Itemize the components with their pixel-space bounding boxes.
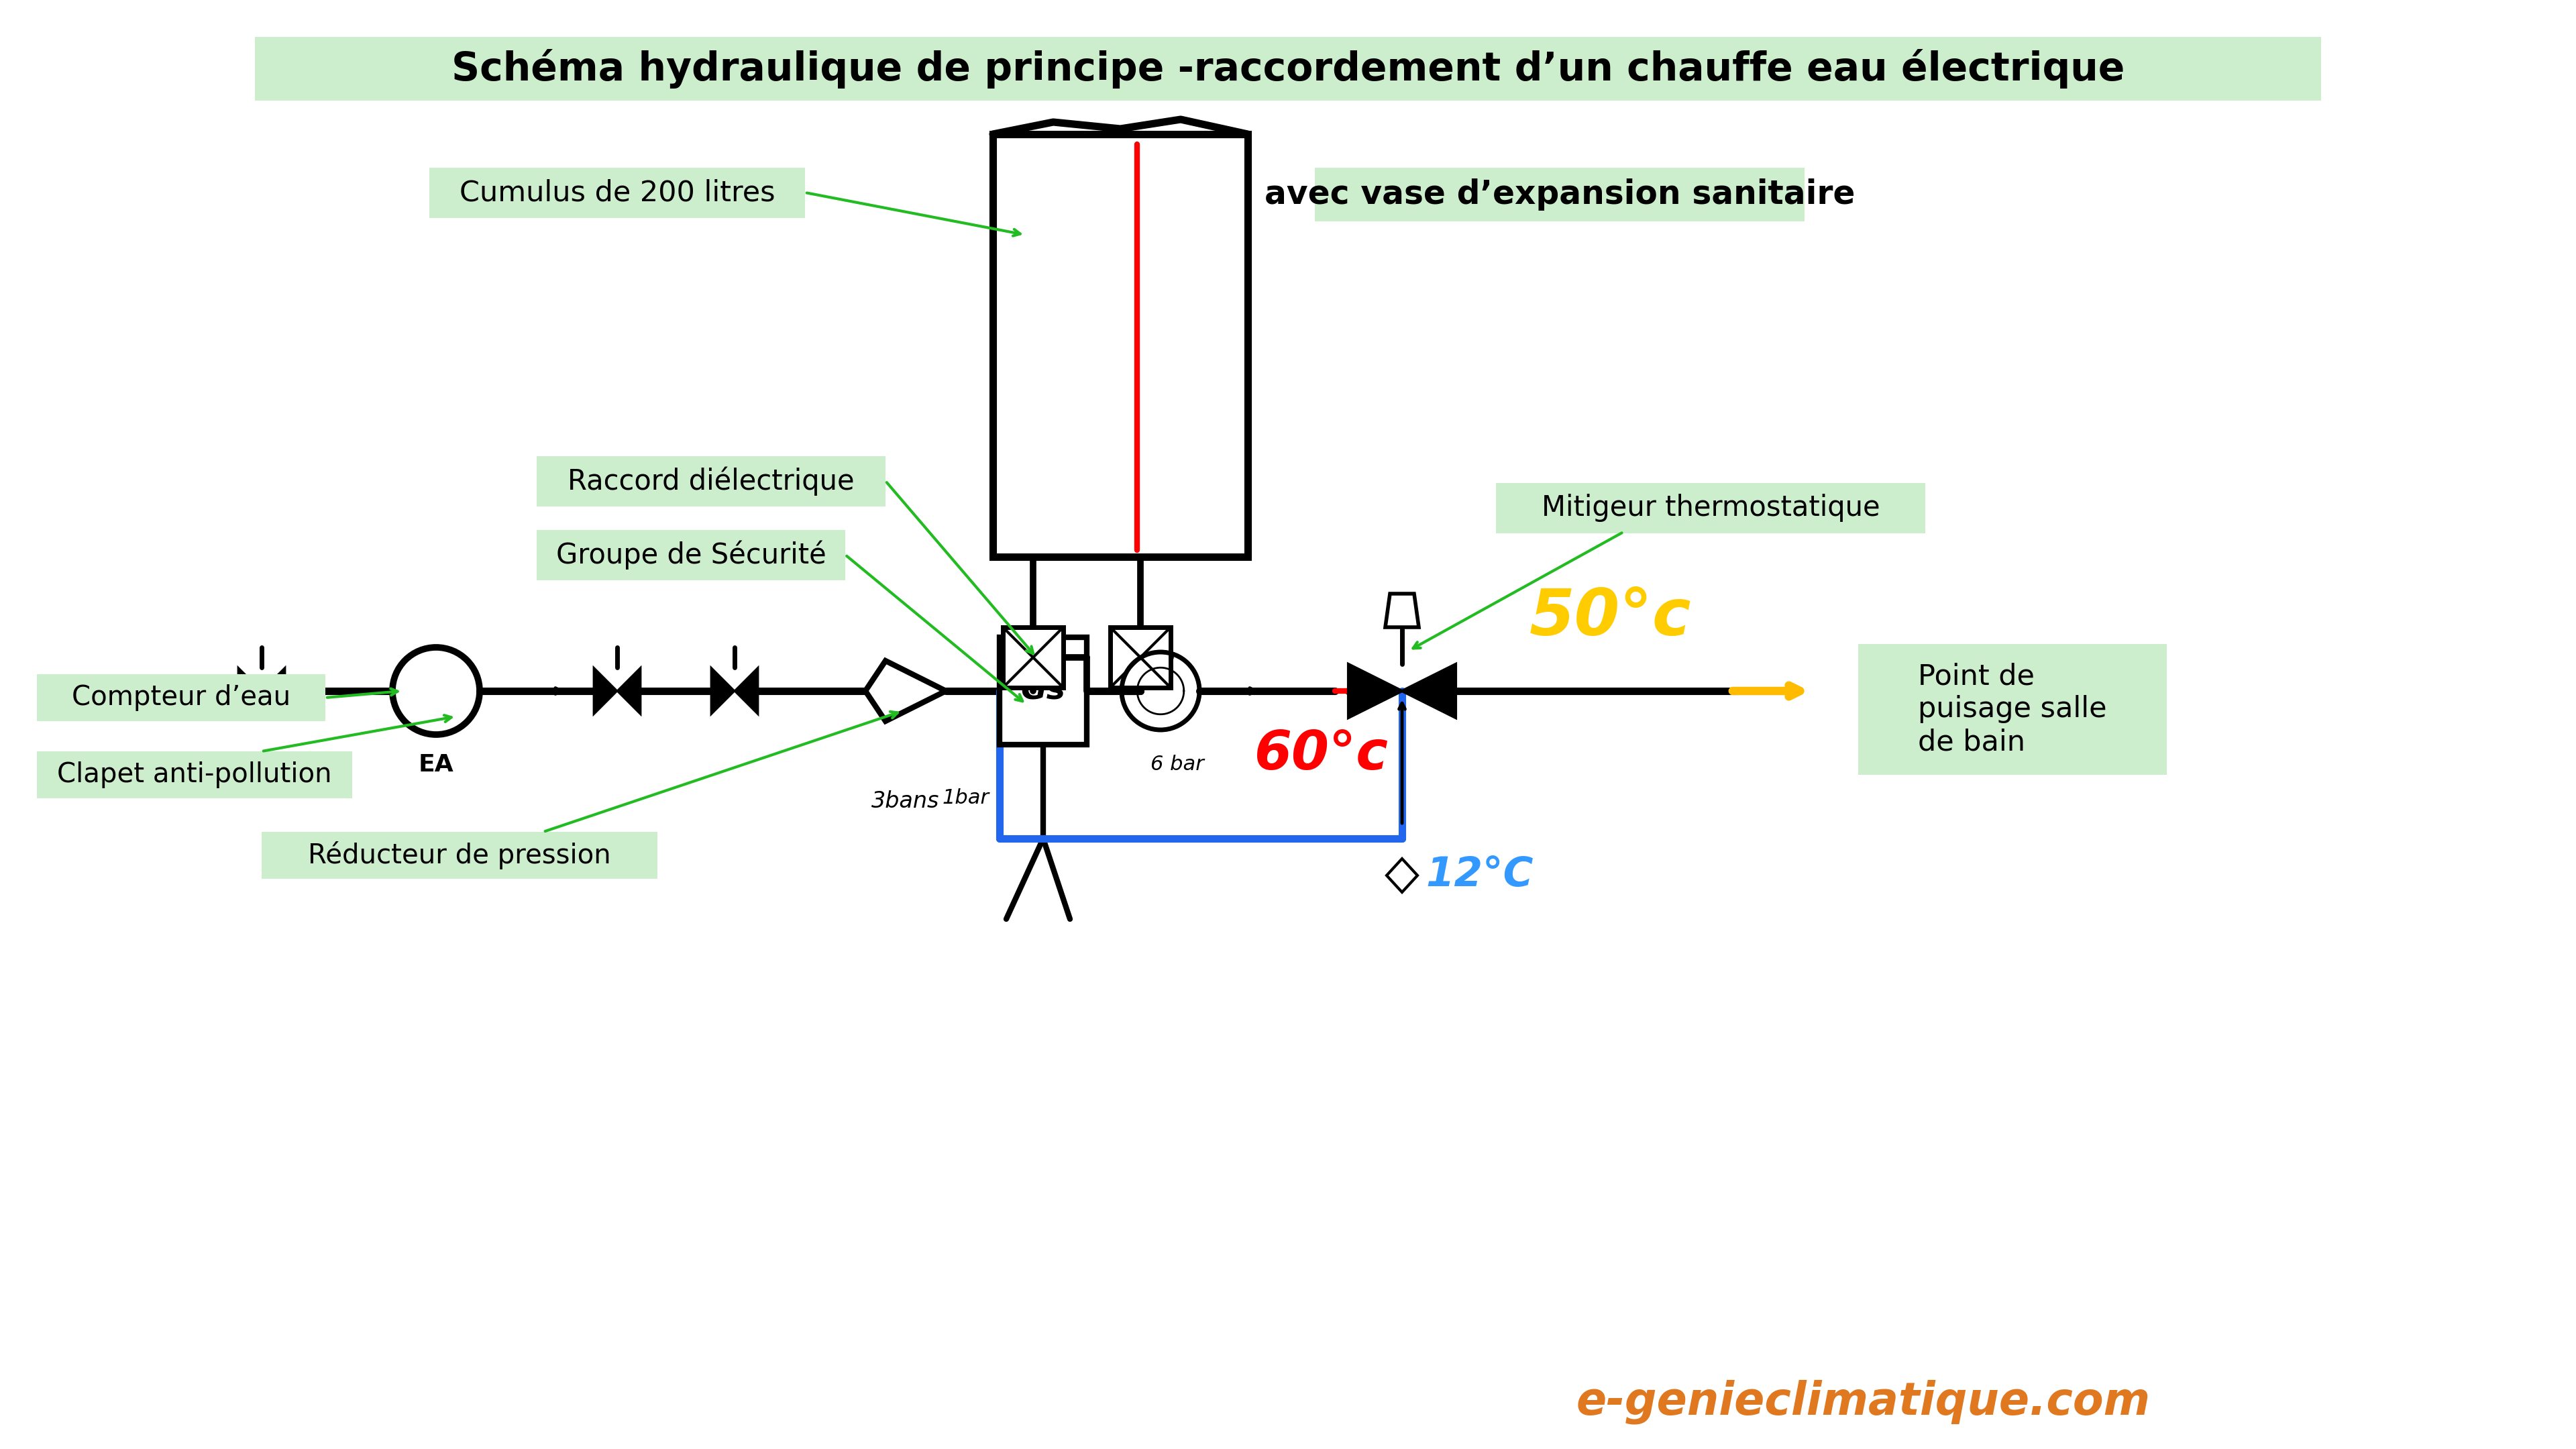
Text: EA: EA	[417, 753, 453, 777]
Bar	[1497, 483, 1924, 533]
Polygon shape	[711, 668, 734, 714]
Text: 50°c: 50°c	[1530, 585, 1692, 648]
Bar	[36, 674, 325, 722]
Text: Gs: Gs	[1020, 675, 1066, 706]
Text: Clapet anti-pollution: Clapet anti-pollution	[57, 761, 332, 788]
Bar	[430, 168, 804, 217]
Text: Mitigeur thermostatique: Mitigeur thermostatique	[1540, 494, 1880, 522]
Polygon shape	[1386, 859, 1417, 893]
Text: Point de
puisage salle
de bain: Point de puisage salle de bain	[1919, 662, 2107, 756]
Bar	[536, 456, 886, 507]
Polygon shape	[1401, 664, 1455, 717]
Text: 60°c: 60°c	[1255, 729, 1388, 781]
Polygon shape	[866, 661, 945, 722]
Text: Schéma hydraulique de principe -raccordement d’un chauffe eau électrique: Schéma hydraulique de principe -raccorde…	[451, 49, 2125, 88]
Text: Groupe de Sécurité: Groupe de Sécurité	[556, 540, 827, 569]
Polygon shape	[1386, 594, 1419, 627]
Polygon shape	[237, 668, 263, 714]
Bar	[999, 638, 1087, 745]
Text: avec vase d’expansion sanitaire: avec vase d’expansion sanitaire	[1265, 178, 1855, 210]
Bar	[1857, 643, 2166, 775]
Bar	[255, 36, 2321, 100]
Bar	[1002, 627, 1064, 688]
Polygon shape	[618, 668, 641, 714]
Bar	[263, 832, 657, 878]
Text: 6 bar: 6 bar	[1151, 755, 1203, 774]
Bar	[1314, 168, 1806, 222]
Bar	[36, 752, 353, 798]
Polygon shape	[734, 668, 757, 714]
Text: Réducteur de pression: Réducteur de pression	[309, 842, 611, 869]
Bar	[1110, 627, 1170, 688]
Bar	[536, 530, 845, 580]
Text: 3bans: 3bans	[871, 791, 940, 813]
Text: Cumulus de 200 litres: Cumulus de 200 litres	[459, 178, 775, 207]
Text: e-genieclimatique.com: e-genieclimatique.com	[1577, 1379, 2151, 1424]
Polygon shape	[263, 668, 286, 714]
Text: 1bar: 1bar	[943, 788, 989, 809]
Text: 12°C: 12°C	[1425, 856, 1533, 895]
Bar	[992, 135, 1247, 556]
Polygon shape	[592, 668, 618, 714]
Polygon shape	[1347, 664, 1401, 717]
Text: Compteur d’eau: Compteur d’eau	[72, 684, 291, 711]
Text: Raccord diélectrique: Raccord diélectrique	[567, 467, 855, 496]
